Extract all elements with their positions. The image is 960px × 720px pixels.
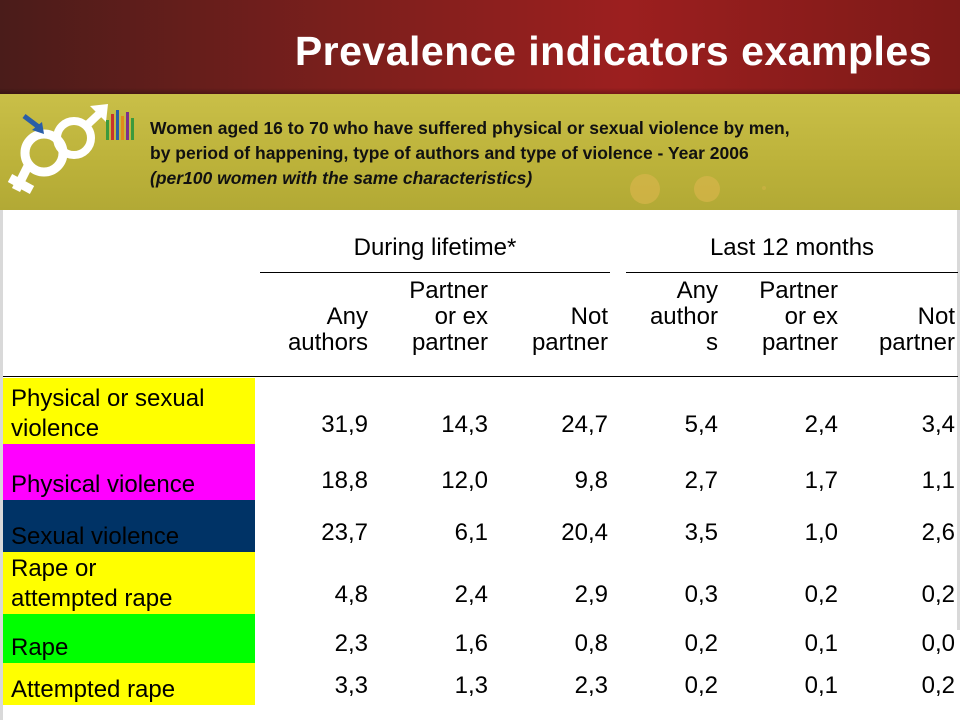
column-header-line: Not — [570, 303, 608, 330]
table-cell: 0,0 — [921, 630, 955, 657]
column-header-line: Not — [917, 303, 955, 330]
table-cell: 12,0 — [441, 467, 488, 494]
table-cell: 2,3 — [574, 672, 608, 699]
page-title: Prevalence indicators examples — [294, 28, 932, 74]
row-label-line: violence — [11, 415, 100, 442]
row-label-text: Sexual violence — [11, 522, 179, 552]
row-label-line: Attempted rape — [11, 676, 176, 703]
table-cell: 1,3 — [454, 672, 488, 699]
table-cell: 0,1 — [804, 630, 838, 657]
table-edge-right — [957, 210, 960, 630]
row-label-line: attempted rape — [11, 585, 173, 612]
row-label-text: Physical or sexual violence — [11, 384, 204, 444]
row-label: Physical or sexual violence — [3, 378, 255, 444]
row-label-line: Sexual violence — [11, 523, 180, 550]
table-cell: 2,4 — [804, 411, 838, 438]
table-cell: 1,6 — [454, 630, 488, 657]
row-label: Physical violence — [3, 444, 255, 500]
table-cell: 1,1 — [921, 467, 955, 494]
table-cell: 4,8 — [334, 581, 368, 608]
column-header-line: partner — [761, 329, 838, 356]
group-header: Last 12 months — [709, 234, 875, 261]
title-bar: Prevalence indicators examples — [0, 0, 960, 94]
row-label-text: Attempted rape — [11, 675, 175, 705]
table-cell: 0,3 — [684, 581, 718, 608]
column-header-line: partner — [878, 329, 955, 356]
row-label: Attempted rape — [3, 663, 255, 705]
table-cell: 3,3 — [334, 672, 368, 699]
table-cell: 0,2 — [684, 672, 718, 699]
table-cell: 0,8 — [574, 630, 608, 657]
column-header: Partner or ex partner — [375, 278, 488, 356]
row-label-text: Physical violence — [11, 470, 195, 500]
table-cell: 2,3 — [334, 630, 368, 657]
table-cell: 1,7 — [804, 467, 838, 494]
table-cell: 20,4 — [561, 519, 608, 546]
header-rule — [3, 376, 958, 377]
table-cell: 0,1 — [804, 672, 838, 699]
table-cell: 3,5 — [684, 519, 718, 546]
caption-line-1: Women aged 16 to 70 who have suffered ph… — [150, 118, 790, 138]
column-header-line: partner — [531, 329, 608, 356]
column-header-line: Partner — [409, 277, 488, 304]
table-cell: 18,8 — [321, 467, 368, 494]
column-header-line: or ex — [784, 303, 838, 330]
group-header: During lifetime* — [353, 234, 517, 261]
group-underline — [260, 272, 610, 273]
table-cell: 14,3 — [441, 411, 488, 438]
table-cell: 2,7 — [684, 467, 718, 494]
table-cell: 0,2 — [921, 672, 955, 699]
column-header-line: partner — [411, 329, 488, 356]
caption-line-2: by period of happening, type of authors … — [150, 143, 749, 163]
table-cell: 23,7 — [321, 519, 368, 546]
column-header-line: s — [706, 329, 718, 356]
table-cell: 9,8 — [574, 467, 608, 494]
row-label-line: Physical or sexual — [11, 385, 205, 412]
decorative-dot — [762, 186, 766, 190]
row-label: Rape — [3, 614, 255, 663]
row-label-text: Rape or attempted rape — [11, 554, 172, 614]
table-edge-left — [0, 210, 3, 720]
table-cell: 0,2 — [921, 581, 955, 608]
row-label-line: Rape — [11, 634, 69, 661]
decorative-dot — [630, 174, 660, 204]
column-header-line: Any — [676, 277, 718, 304]
row-label: Rape or attempted rape — [3, 552, 255, 614]
gender-symbols-logo-icon — [7, 104, 134, 194]
column-header-line: author — [649, 303, 718, 330]
table-cell: 2,6 — [921, 519, 955, 546]
table-cell: 2,9 — [574, 581, 608, 608]
group-underline — [626, 272, 958, 273]
table-cell: 0,2 — [684, 630, 718, 657]
row-label-line: Physical violence — [11, 471, 196, 498]
subtitle-band — [0, 94, 960, 210]
row-label: Sexual violence — [3, 500, 255, 552]
column-header-line: authors — [287, 329, 368, 356]
table-cell: 1,0 — [804, 519, 838, 546]
decorative-dot — [694, 176, 720, 202]
table-caption: Women aged 16 to 70 who have suffered ph… — [150, 116, 950, 191]
table-cell: 6,1 — [454, 519, 488, 546]
table-cell: 5,4 — [684, 411, 718, 438]
table-cell: 0,2 — [804, 581, 838, 608]
caption-line-3: (per100 women with the same characterist… — [150, 168, 533, 188]
table-cell: 3,4 — [921, 411, 955, 438]
table-cell: 24,7 — [561, 411, 608, 438]
column-header-line: Partner — [759, 277, 838, 304]
table-cell: 31,9 — [321, 411, 368, 438]
prevalence-table: During lifetime* Last 12 months Any authors… — [0, 210, 960, 720]
row-label-line: Rape or — [11, 555, 97, 582]
column-header: Not partner — [850, 304, 955, 356]
column-header-line: or ex — [434, 303, 488, 330]
column-header: Partner or ex partner — [730, 278, 838, 356]
column-header: Not partner — [495, 304, 608, 356]
row-label-text: Rape — [11, 633, 68, 663]
column-header-line: Any — [326, 303, 368, 330]
table-cell: 2,4 — [454, 581, 488, 608]
